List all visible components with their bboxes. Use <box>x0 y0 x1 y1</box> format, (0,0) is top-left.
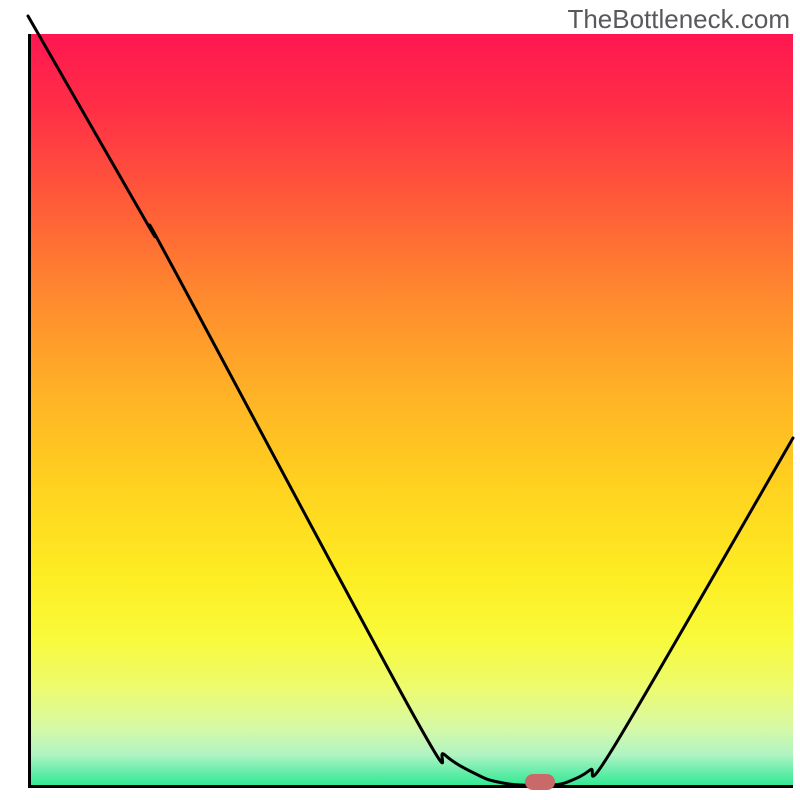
chart-container: TheBottleneck.com <box>0 0 800 800</box>
gradient-background <box>28 34 793 788</box>
axis-bottom <box>28 785 793 788</box>
axis-left <box>28 34 31 788</box>
plot-area <box>28 34 793 788</box>
optimal-marker <box>525 774 555 790</box>
watermark-text: TheBottleneck.com <box>567 4 790 35</box>
